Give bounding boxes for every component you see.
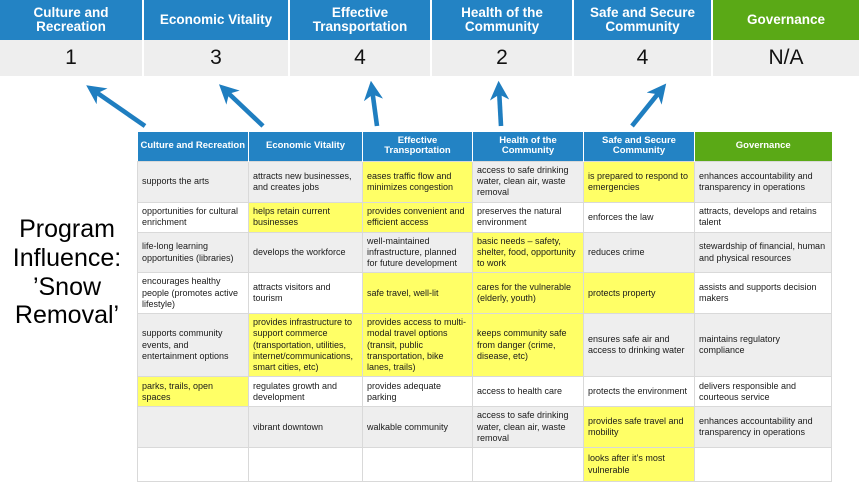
matrix-header-effective-transportation: Effective Transportation: [362, 132, 473, 162]
matrix-cell: reduces crime: [583, 231, 695, 274]
matrix-cell: protects property: [583, 272, 695, 315]
matrix-row: opportunities for cultural enrichment hel…: [137, 201, 832, 233]
scorecard-value-safe-and-secure-community: 4: [574, 40, 713, 76]
arrow-layer: [0, 76, 859, 134]
matrix-cell: provides safe travel and mobility: [583, 406, 695, 449]
matrix-cell: vibrant downtown: [248, 406, 363, 449]
matrix-cell: attracts visitors and tourism: [248, 272, 363, 315]
matrix-cell: develops the workforce: [248, 231, 363, 274]
matrix-cell: provides adequate parking: [362, 376, 473, 408]
scorecard-header-effective-transportation: Effective Transportation: [290, 0, 432, 40]
program-influence-line-1: Program: [19, 215, 115, 243]
scorecard-value-culture-and-recreation: 1: [0, 40, 144, 76]
matrix-cell: access to health care: [472, 376, 584, 408]
matrix-cell: keeps community safe from danger (crime,…: [472, 313, 584, 378]
matrix-cell: preserves the natural environment: [472, 201, 584, 233]
matrix-cell: supports the arts: [137, 160, 249, 203]
matrix-cell: regulates growth and development: [248, 376, 363, 408]
scorecard-header-governance: Governance: [713, 0, 859, 40]
matrix-row: life-long learning opportunities (librar…: [137, 231, 832, 274]
matrix-header-row: Culture and Recreation Economic Vitality…: [137, 132, 832, 162]
matrix-header-safe-and-secure-community: Safe and Secure Community: [583, 132, 695, 162]
matrix-cell: protects the environment: [583, 376, 695, 408]
scorecard-value-economic-vitality: 3: [144, 40, 290, 76]
scorecard-value-effective-transportation: 4: [290, 40, 432, 76]
matrix-header-health-of-the-community: Health of the Community: [472, 132, 584, 162]
matrix-cell: enhances accountability and transparency…: [694, 406, 832, 449]
matrix-cell: maintains regulatory compliance: [694, 313, 832, 378]
matrix-cell: access to safe drinking water, clean air…: [472, 406, 584, 449]
matrix-row: encourages healthy people (promotes acti…: [137, 272, 832, 315]
matrix-row: supports the arts attracts new businesses…: [137, 160, 832, 203]
scorecard-band: Culture and Recreation Economic Vitality…: [0, 0, 859, 76]
matrix-cell: provides access to multi-modal travel op…: [362, 313, 473, 378]
matrix-cell: basic needs – safety, shelter, food, opp…: [472, 231, 584, 274]
program-influence-line-2: Influence:: [12, 243, 122, 272]
matrix-cell: opportunities for cultural enrichment: [137, 201, 249, 233]
scorecard-header-row: Culture and Recreation Economic Vitality…: [0, 0, 859, 40]
matrix-cell: well-maintained infrastructure, planned …: [362, 231, 473, 274]
matrix-cell: is prepared to respond to emergencies: [583, 160, 695, 203]
matrix-table: Culture and Recreation Economic Vitality…: [137, 132, 832, 482]
matrix-cell: [137, 406, 249, 449]
program-influence-line-3: ’Snow: [32, 272, 102, 301]
program-influence-label: Program Influence: ’Snow Removal’: [0, 215, 134, 330]
scorecard-header-economic-vitality: Economic Vitality: [144, 0, 290, 40]
strategic-priorities-matrix: Culture and Recreation Economic Vitality…: [137, 132, 832, 482]
matrix-cell: assists and supports decision makers: [694, 272, 832, 315]
matrix-header-culture-and-recreation: Culture and Recreation: [137, 132, 249, 162]
matrix-cell: access to safe drinking water, clean air…: [472, 160, 584, 203]
matrix-row: parks, trails, open spaces regulates grow…: [137, 376, 832, 408]
matrix-cell: attracts, develops and retains talent: [694, 201, 832, 233]
upward-arrow-1: [86, 85, 147, 128]
matrix-row: supports community events, and entertain…: [137, 313, 832, 378]
matrix-cell: cares for the vulnerable (elderly, youth…: [472, 272, 584, 315]
matrix-cell: enforces the law: [583, 201, 695, 233]
scorecard-value-governance: N/A: [713, 40, 859, 76]
matrix-cell: parks, trails, open spaces: [137, 376, 249, 408]
matrix-cell: eases traffic flow and minimizes congest…: [362, 160, 473, 203]
upward-arrow-2: [218, 84, 265, 128]
matrix-cell: safe travel, well-lit: [362, 272, 473, 315]
matrix-cell: provides infrastructure to support comme…: [248, 313, 363, 378]
scorecard-header-safe-and-secure-community: Safe and Secure Community: [574, 0, 713, 40]
scorecard-value-row: 1 3 4 2 4 N/A: [0, 40, 859, 76]
matrix-header-governance: Governance: [694, 132, 832, 162]
matrix-header-economic-vitality: Economic Vitality: [248, 132, 363, 162]
scorecard-value-health-of-the-community: 2: [432, 40, 574, 76]
matrix-cell: enhances accountability and transparency…: [694, 160, 832, 203]
program-influence-line-4: Removal’: [14, 301, 120, 330]
matrix-cell: delivers responsible and courteous servi…: [694, 376, 832, 408]
matrix-body: supports the arts attracts new businesses…: [137, 160, 832, 482]
upward-arrow-5: [630, 83, 667, 128]
matrix-cell: walkable community: [362, 406, 473, 449]
scorecard-header-culture-and-recreation: Culture and Recreation: [0, 0, 144, 40]
matrix-cell: ensures safe air and access to drinking …: [583, 313, 695, 378]
matrix-cell: encourages healthy people (promotes acti…: [137, 272, 249, 315]
upward-arrow-4: [489, 80, 510, 127]
matrix-cell: attracts new businesses, and creates job…: [248, 160, 363, 203]
upward-arrow-3: [363, 80, 384, 127]
matrix-cell: supports community events, and entertain…: [137, 313, 249, 378]
matrix-cell: provides convenient and efficient access: [362, 201, 473, 233]
matrix-row: vibrant downtown walkable community access…: [137, 406, 832, 449]
matrix-cell: helps retain current businesses: [248, 201, 363, 233]
matrix-cell: stewardship of financial, human and phys…: [694, 231, 832, 274]
scorecard-header-health-of-the-community: Health of the Community: [432, 0, 574, 40]
matrix-cell: life-long learning opportunities (librar…: [137, 231, 249, 274]
